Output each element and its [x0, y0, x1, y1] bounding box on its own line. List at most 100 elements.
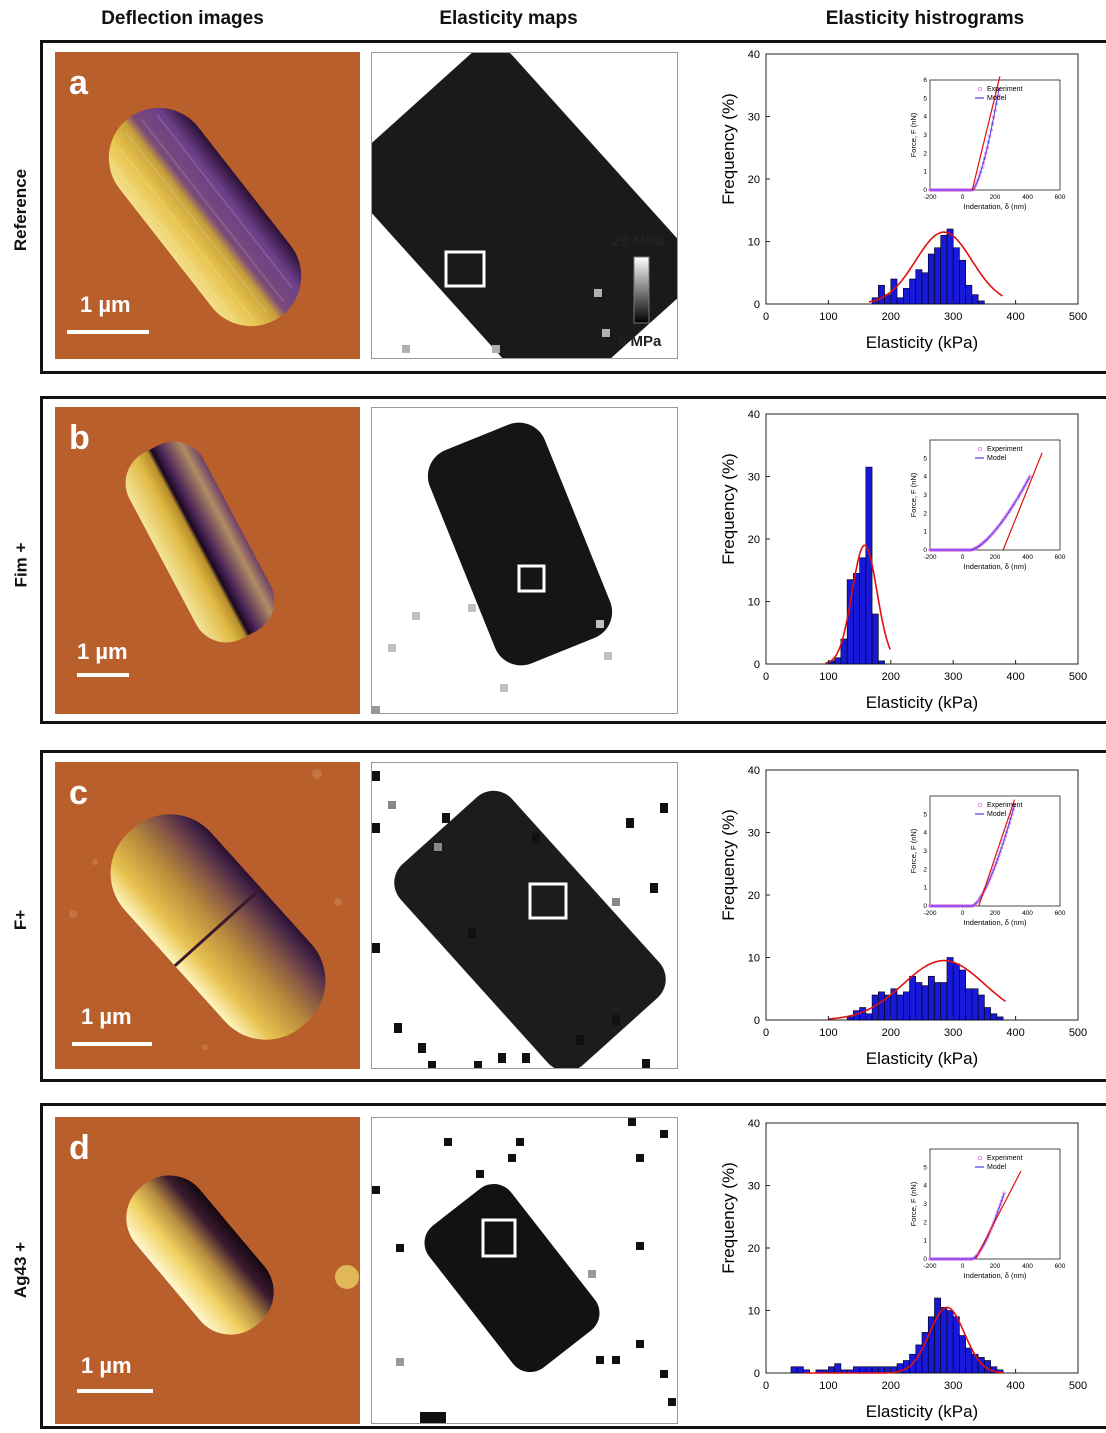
histogram-bar	[984, 1007, 991, 1021]
inset-tangent-line	[971, 76, 1001, 191]
deflection-image-c: c 1 µm	[55, 762, 360, 1069]
inset-y-label: Force, F (nN)	[909, 1181, 918, 1226]
inset-y-label: Force, F (nN)	[909, 828, 918, 873]
histogram-bar	[846, 1016, 854, 1021]
histogram-bar	[940, 234, 948, 305]
inset-tangent-line	[978, 799, 1016, 907]
inset-y-tick-label: 6	[923, 77, 927, 84]
x-tick-label: 100	[819, 1027, 837, 1039]
y-tick-label: 40	[748, 49, 760, 61]
y-tick-label: 40	[748, 409, 760, 421]
inset-legend-experiment-marker	[977, 86, 983, 92]
inset-y-tick-label: 3	[923, 132, 927, 139]
scale-bar-label-a: 1 µm	[80, 292, 131, 317]
elasticity-map-a: 20 MPa 0 MPa	[371, 52, 678, 359]
panel-box-d	[40, 1103, 1106, 1429]
panel-letter-c: c	[69, 774, 88, 812]
inset-tangent-line	[974, 1170, 1022, 1260]
inset-y-tick-label: 1	[923, 169, 927, 176]
histogram-c: 0 100 200 300 400 500 0 10 20 30 40 Elasticity (kPa…	[712, 760, 1102, 1080]
x-tick-label: 100	[819, 1380, 837, 1392]
histogram-bar	[940, 982, 948, 1021]
x-tick-label: 300	[944, 671, 962, 683]
inset-x-tick-label: 600	[1055, 1263, 1066, 1270]
inset-legend-experiment: Experiment	[987, 86, 1022, 93]
histogram-bar	[878, 991, 885, 1021]
row-label-fim: Fim +	[11, 542, 30, 588]
y-axis-label: Frequency (%)	[719, 809, 738, 920]
inset-legend-model: Model	[987, 1164, 1007, 1171]
histogram-bar	[790, 1366, 798, 1374]
histogram-bar	[859, 1007, 867, 1021]
cell-f-image	[55, 762, 360, 1069]
x-tick-label: 500	[1069, 311, 1087, 323]
histogram-a: 0 100 200 300 400 500 0 10 20 30 40 Elasticity (kPa…	[712, 44, 1102, 364]
inset-experiment-point	[1019, 490, 1023, 494]
y-axis-label: Frequency (%)	[719, 93, 738, 204]
row-label-reference: Reference	[11, 168, 30, 252]
inset-experiment-point	[1025, 479, 1030, 483]
y-tick-label: 0	[754, 1015, 760, 1027]
y-tick-label: 20	[748, 1243, 760, 1255]
histogram-bar	[896, 297, 904, 305]
header-elasticity-histograms: Elasticity histrograms	[825, 8, 1025, 29]
histogram-d: 0 100 200 300 400 500 0 10 20 30 40 Elasticity (kPa…	[712, 1113, 1102, 1433]
cell-reference-image	[55, 52, 360, 359]
histogram-bar	[878, 1366, 885, 1374]
inset-y-tick-label: 2	[923, 1219, 927, 1226]
histogram-bar	[927, 975, 935, 1021]
x-axis-label: Elasticity (kPa)	[866, 333, 978, 352]
inset-x-tick-label: 400	[1022, 554, 1033, 561]
x-tick-label: 0	[763, 1027, 769, 1039]
histogram-bar	[946, 228, 954, 305]
x-tick-label: 300	[944, 1027, 962, 1039]
gaussian-fit-curve	[803, 1306, 1004, 1374]
histogram-bar	[940, 1307, 948, 1374]
inset-legend-experiment-marker	[977, 802, 983, 808]
inset-y-tick-label: 4	[923, 474, 927, 481]
inset-legend-experiment-marker	[977, 446, 983, 452]
inset-y-label: Force, F (nN)	[909, 472, 918, 517]
x-tick-label: 200	[882, 1027, 900, 1039]
inset-experiment-point	[988, 877, 992, 881]
panel-letter-a: a	[69, 64, 88, 102]
inset-x-tick-label: 400	[1022, 1263, 1033, 1270]
histogram-bar	[952, 1316, 960, 1374]
inset-model-curve	[930, 89, 1000, 191]
x-tick-label: 300	[944, 311, 962, 323]
y-tick-label: 30	[748, 472, 760, 484]
x-tick-label: 500	[1069, 671, 1087, 683]
inset-experiment-point	[1022, 486, 1026, 490]
inset-y-tick-label: 3	[923, 492, 927, 499]
histogram-bar	[965, 988, 973, 1021]
row-label-ag43: Ag43 +	[11, 1241, 31, 1299]
inset-x-tick-label: 600	[1055, 194, 1066, 201]
y-tick-label: 30	[748, 112, 760, 124]
inset-experiment-point	[973, 184, 978, 188]
row-label-f: F+	[11, 909, 30, 931]
scale-bar-label-d: 1 µm	[81, 1353, 132, 1378]
inset-experiment-point	[1027, 476, 1031, 481]
panel-letter-d: d	[69, 1129, 90, 1167]
panel-box-b	[40, 396, 1106, 724]
inset-x-tick-label: -200	[923, 910, 936, 917]
scale-bar-b	[77, 673, 129, 677]
inset-experiment-point	[1020, 488, 1024, 492]
y-tick-label: 20	[748, 534, 760, 546]
histogram-bar	[878, 660, 885, 665]
x-axis-label: Elasticity (kPa)	[866, 1402, 978, 1421]
panel-box-a	[40, 40, 1106, 374]
inset-x-tick-label: 200	[990, 194, 1001, 201]
inset-x-tick-label: 400	[1022, 194, 1033, 201]
y-tick-label: 40	[748, 1118, 760, 1130]
inset-y-tick-label: 2	[923, 150, 927, 157]
y-tick-label: 30	[748, 1181, 760, 1193]
histogram-bar	[977, 300, 985, 305]
y-axis-label: Frequency (%)	[719, 453, 738, 564]
inset-y-label: Force, F (nN)	[909, 112, 918, 157]
inset-x-tick-label: 0	[961, 1263, 965, 1270]
x-tick-label: 200	[882, 1380, 900, 1392]
gaussian-fit-curve	[828, 959, 1007, 1020]
histogram-bar	[959, 259, 966, 305]
histogram-bar	[796, 1366, 804, 1374]
